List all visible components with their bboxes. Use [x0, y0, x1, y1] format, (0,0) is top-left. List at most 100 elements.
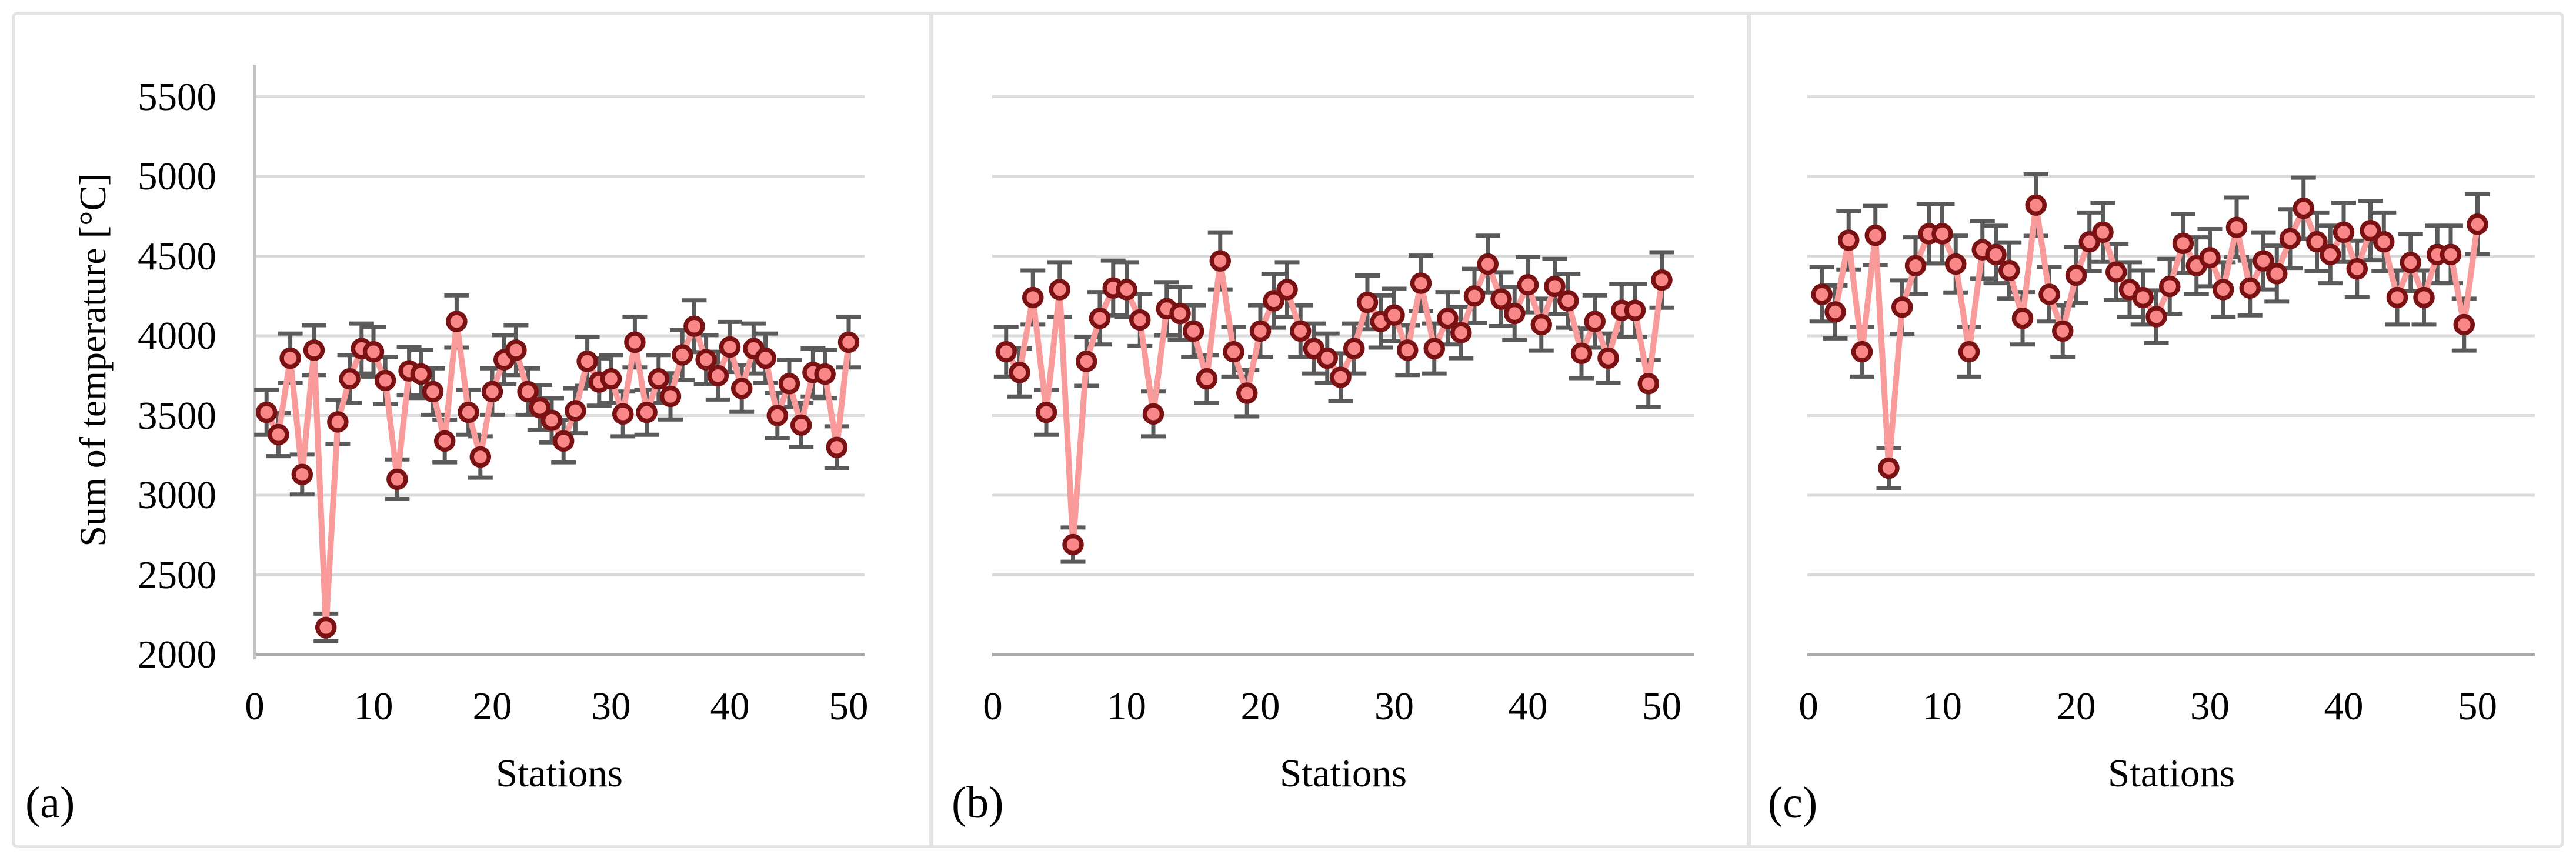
data-point-marker [2440, 243, 2462, 266]
data-point-marker [1330, 366, 1352, 388]
data-point-marker [1958, 341, 1980, 363]
panel-label-b: (b) [952, 778, 1004, 827]
x-axis-title-c: Stations [2108, 752, 2235, 795]
y-tick-label: 5500 [138, 75, 216, 119]
x-tick-label: 40 [1508, 685, 1548, 728]
data-point-marker [814, 363, 836, 385]
x-tick-label: 40 [2324, 685, 2364, 728]
data-point-marker [1945, 253, 1967, 275]
data-point-marker [1530, 313, 1552, 336]
data-point-marker [1062, 533, 1084, 556]
data-point-marker [540, 409, 563, 431]
data-point-marker [778, 373, 800, 395]
data-point-marker [2052, 320, 2074, 342]
x-axis-title-a: Stations [496, 752, 623, 795]
data-point-marker [1637, 373, 1659, 395]
data-point-marker [648, 368, 670, 390]
data-point-marker [624, 331, 646, 353]
y-tick-label: 2000 [138, 633, 216, 676]
data-point-marker [1998, 259, 2020, 282]
data-point-marker [268, 423, 289, 446]
data-point-marker [707, 365, 729, 386]
data-point-marker [1597, 347, 1619, 369]
data-point-marker [1985, 243, 2007, 266]
data-point-marker [2320, 243, 2341, 266]
data-point-marker [2266, 263, 2288, 285]
figure-border [12, 12, 2564, 848]
data-point-marker [2279, 228, 2301, 249]
x-axis-line [1807, 653, 2535, 656]
data-point-marker [1450, 322, 1472, 343]
data-point-marker [1343, 338, 1365, 359]
data-point-marker [1183, 320, 1204, 342]
data-point-marker [1931, 223, 1953, 245]
data-point-marker [1223, 341, 1244, 363]
data-point-marker [279, 347, 301, 369]
panel-divider-2 [1747, 14, 1751, 847]
data-point-marker [1397, 339, 1419, 361]
panel-c [1807, 95, 2535, 656]
x-axis-line [255, 653, 865, 656]
data-point-marker [529, 396, 551, 419]
data-point-marker [433, 430, 456, 452]
y-tick-label: 3000 [138, 473, 216, 517]
data-point-marker [2199, 246, 2221, 269]
data-point-marker [255, 401, 278, 423]
data-point-marker [410, 363, 432, 385]
data-point-marker [1263, 290, 1284, 312]
data-point-marker [2333, 221, 2355, 243]
x-tick-label: 50 [829, 685, 869, 728]
data-point-marker [790, 414, 812, 436]
data-point-marker [565, 400, 586, 422]
x-tick-label: 10 [353, 685, 393, 728]
data-point-marker [1356, 291, 1379, 313]
data-point-marker [2092, 221, 2114, 243]
data-point-marker [362, 341, 385, 363]
data-point-marker [1383, 304, 1405, 326]
data-point-marker [1276, 279, 1298, 301]
data-point-marker [1236, 382, 1258, 404]
data-point-marker [576, 351, 598, 372]
data-point-marker [517, 381, 539, 403]
x-tick-label: 30 [2190, 685, 2230, 728]
data-point-marker [1504, 302, 1526, 325]
data-point-marker [1490, 288, 1512, 310]
y-tick-label: 5000 [138, 155, 216, 198]
data-point-marker [1904, 255, 1927, 277]
data-point-marker [2025, 194, 2047, 216]
data-point-marker [446, 311, 468, 332]
data-point-marker [1089, 307, 1111, 329]
data-point-marker [1049, 279, 1070, 301]
data-point-marker [719, 336, 741, 358]
data-point-marker [458, 401, 479, 423]
data-point-marker [2011, 307, 2034, 329]
data-point-marker [1463, 285, 1486, 307]
data-point-marker [1437, 307, 1459, 329]
data-point-marker [1423, 338, 1445, 359]
data-point-marker [469, 446, 492, 468]
data-point-marker [1838, 229, 1860, 251]
data-point-marker [1570, 342, 1593, 365]
error-bars [254, 293, 861, 643]
panel-label-a: (a) [25, 778, 75, 827]
data-point-marker [1624, 299, 1646, 321]
panel-divider-1 [929, 14, 933, 847]
data-point-marker [1022, 286, 1044, 309]
data-point-marker [2213, 279, 2234, 301]
data-point-marker [1811, 283, 1833, 305]
series-markers [995, 250, 1673, 556]
data-point-marker [995, 341, 1017, 363]
data-point-marker [1517, 274, 1539, 296]
data-point-marker [683, 315, 705, 337]
data-point-marker [1584, 311, 1606, 332]
x-tick-label: 30 [591, 685, 631, 728]
data-point-marker [1824, 301, 1846, 323]
y-tick-label: 2500 [138, 553, 216, 597]
data-point-marker [755, 347, 776, 369]
data-point-marker [2145, 306, 2167, 328]
data-point-marker [2159, 275, 2181, 298]
data-point-marker [1878, 457, 1900, 479]
data-point-marker [2346, 258, 2368, 280]
data-point-marker [2293, 197, 2314, 219]
